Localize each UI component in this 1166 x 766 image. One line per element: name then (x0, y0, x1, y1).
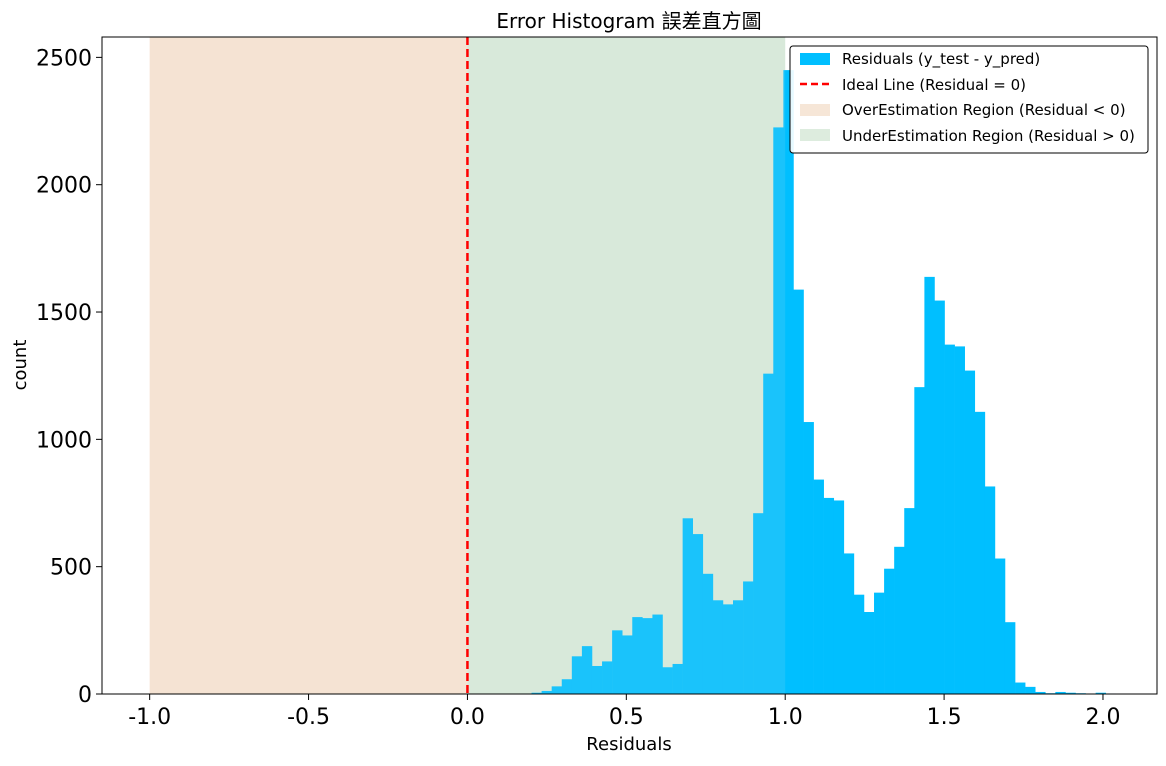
histogram-bar (773, 127, 784, 694)
x-tick-label: 2.0 (1085, 705, 1120, 730)
histogram-bar (904, 508, 915, 694)
x-tick-label: -0.5 (287, 705, 330, 730)
histogram-bar (531, 692, 542, 694)
histogram-bar (712, 600, 724, 694)
y-tick-label: 1500 (36, 301, 92, 326)
legend-label-ideal-line: Ideal Line (Residual = 0) (842, 76, 1026, 94)
histogram-bar (692, 534, 704, 694)
histogram-bar (964, 370, 976, 694)
histogram-bar (874, 592, 885, 694)
histogram-bar (843, 553, 855, 694)
plot-frame (101, 36, 1158, 695)
histogram-bar (662, 667, 673, 694)
region-overlay-underestimation (467, 37, 786, 694)
histogram-bars (521, 70, 1117, 694)
legend-box (789, 45, 1149, 154)
histogram-bar (571, 656, 583, 694)
histogram-bar (622, 635, 633, 694)
y-tick-label: 2500 (36, 46, 92, 71)
histogram-bar (1095, 692, 1107, 694)
histogram-bar (732, 600, 744, 694)
histogram-bar (823, 497, 835, 694)
histogram-bar (581, 646, 593, 694)
histogram-bar (793, 289, 804, 694)
region-overestimation (149, 37, 468, 694)
x-tick-label: 0.0 (450, 705, 485, 730)
histogram-bar (783, 70, 794, 694)
histogram-bar (763, 373, 774, 694)
histogram-bar (863, 612, 875, 694)
histogram-bar (1025, 686, 1036, 694)
histogram-bar (884, 568, 895, 694)
histogram-bar (652, 614, 663, 694)
histogram-bar (702, 573, 714, 694)
shaded-regions (149, 37, 786, 694)
legend-swatch-underestimation (800, 129, 830, 141)
y-tick-label: 2000 (36, 174, 92, 199)
histogram-bar (914, 387, 925, 694)
histogram-bar (833, 500, 845, 694)
x-axis-ticks: -1.0 -0.5 0.0 0.5 1.0 1.5 2.0 (128, 694, 1120, 730)
y-tick-label: 0 (78, 683, 92, 708)
legend-label-underestimation: UnderEstimation Region (Residual > 0) (842, 127, 1135, 145)
y-axis-ticks: 0 500 1000 1500 2000 2500 (36, 46, 102, 708)
y-tick-label: 500 (50, 556, 92, 581)
histogram-bar (894, 546, 905, 694)
histogram-bar (813, 479, 824, 694)
legend-label-residuals: Residuals (y_test - y_pred) (842, 50, 1040, 69)
histogram-bar (984, 486, 996, 694)
histogram-bar (743, 581, 754, 694)
histogram-bar (974, 411, 986, 694)
x-tick-label: 1.0 (768, 705, 803, 730)
legend-swatch-overestimation (800, 104, 830, 116)
region-underestimation (467, 37, 786, 694)
histogram-bar (853, 594, 865, 694)
legend: Residuals (y_test - y_pred) Ideal Line (… (789, 45, 1149, 154)
histogram-bar (541, 690, 552, 694)
histogram-bar (944, 344, 955, 694)
histogram-bar (1055, 691, 1066, 694)
histogram-bar (994, 558, 1006, 694)
histogram-bar (632, 617, 643, 694)
x-tick-label: -1.0 (128, 705, 171, 730)
region-overlays (149, 37, 786, 694)
histogram-bar (803, 422, 814, 694)
histogram-bar (954, 346, 965, 694)
histogram-bar (924, 276, 935, 694)
y-tick-label: 1000 (36, 428, 92, 453)
y-axis-title: count (10, 340, 31, 391)
histogram-bar (722, 604, 734, 694)
chart-title: Error Histogram 誤差直方圖 (496, 9, 761, 33)
histogram-bar (934, 300, 945, 694)
histogram-bar (591, 665, 603, 694)
histogram-bar (1015, 682, 1026, 694)
histogram-bar (682, 518, 694, 694)
x-axis-title: Residuals (586, 734, 671, 755)
histogram-bar (1004, 622, 1016, 694)
legend-label-overestimation: OverEstimation Region (Residual < 0) (842, 101, 1126, 119)
histogram-bar (561, 679, 573, 694)
histogram-bar (672, 663, 683, 694)
histogram-bar (753, 513, 764, 694)
histogram-bar (551, 686, 563, 694)
histogram-bar (1065, 692, 1076, 694)
x-tick-label: 0.5 (609, 705, 644, 730)
region-overlay-overestimation (149, 37, 468, 694)
x-tick-label: 1.5 (927, 705, 962, 730)
histogram-bar (602, 661, 613, 694)
legend-swatch-residuals (800, 53, 830, 65)
histogram-bar (642, 618, 653, 694)
histogram-bar (1035, 691, 1046, 694)
histogram-bar (612, 630, 623, 694)
